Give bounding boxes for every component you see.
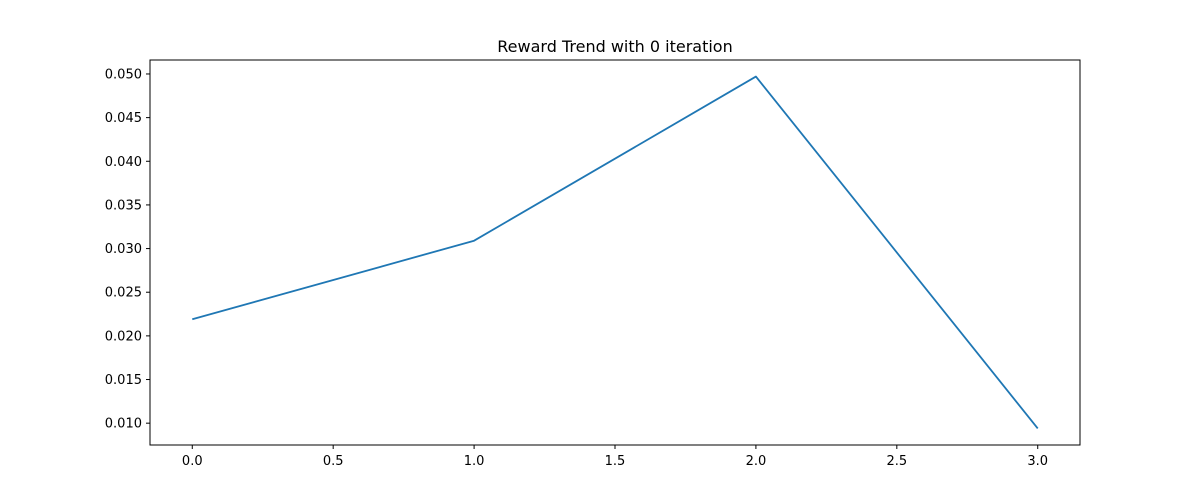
x-tick-label: 1.0 (464, 454, 485, 469)
y-tick-label: 0.020 (105, 329, 142, 344)
y-tick-label: 0.030 (105, 242, 142, 257)
x-tick-label: 2.5 (886, 454, 907, 469)
y-tick-label: 0.040 (105, 155, 142, 170)
y-tick-label: 0.015 (105, 373, 142, 388)
x-tick-label: 0.5 (323, 454, 344, 469)
chart-title: Reward Trend with 0 iteration (497, 37, 732, 56)
axes: 0.0 0.5 1.0 1.5 2.0 2.5 3.0 0.010 0.015 0.020 0.02… (105, 59, 1081, 469)
y-tick-label: 0.050 (105, 67, 142, 82)
x-tick-label: 1.5 (605, 454, 626, 469)
plot-area (192, 75, 1039, 429)
x-tick-label: 2.0 (746, 454, 767, 469)
y-tick-label: 0.045 (105, 111, 142, 126)
series-line (192, 75, 1039, 429)
plot-frame (149, 59, 1081, 446)
y-tick-label: 0.010 (105, 417, 142, 432)
x-tick-label: 0.0 (182, 454, 203, 469)
y-tick-label: 0.035 (105, 198, 142, 213)
y-tick-label: 0.025 (105, 286, 142, 301)
x-tick-label: 3.0 (1027, 454, 1048, 469)
